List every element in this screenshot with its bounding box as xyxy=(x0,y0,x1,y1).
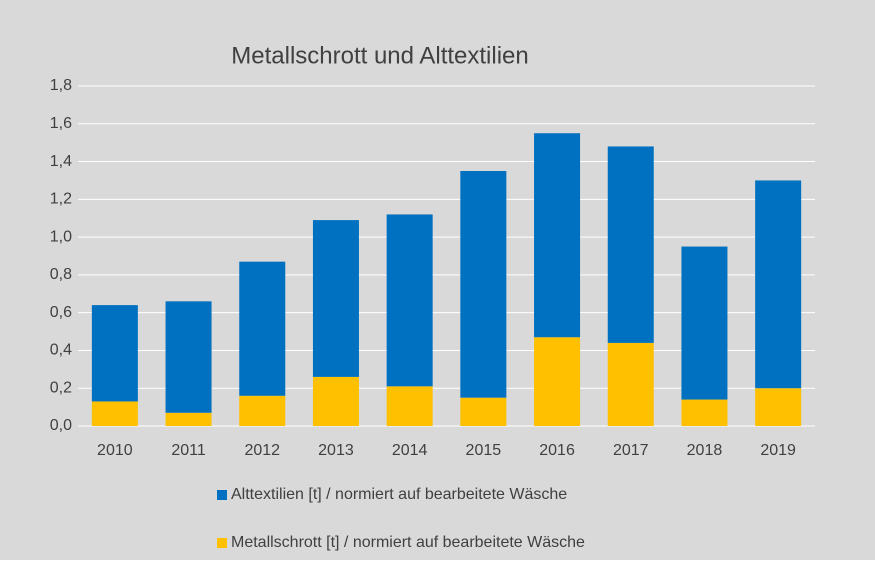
y-tick-label: 0,2 xyxy=(50,379,72,396)
bar-segment xyxy=(386,214,433,387)
x-tick-label: 2012 xyxy=(244,442,280,459)
bar-segment xyxy=(165,412,212,426)
bar-segment xyxy=(755,388,802,426)
legend-swatch xyxy=(217,538,227,548)
bar-segment xyxy=(312,376,359,426)
y-tick-label: 1,6 xyxy=(50,115,72,132)
bar-segment xyxy=(681,246,728,400)
bar-segment xyxy=(681,399,728,426)
bar-segment xyxy=(607,342,654,426)
x-tick-label: 2017 xyxy=(613,442,649,459)
y-tick-label: 1,2 xyxy=(50,191,72,208)
x-tick-label: 2018 xyxy=(687,442,723,459)
x-tick-label: 2019 xyxy=(760,442,796,459)
bar-segment xyxy=(165,301,212,413)
bar-segment xyxy=(239,261,286,396)
chart-title: Metallschrott und Alttextilien xyxy=(231,42,528,69)
legend-label: Alttextilien [t] / normiert auf bearbeit… xyxy=(231,486,567,503)
y-tick-label: 1,4 xyxy=(50,153,72,170)
y-tick-label: 0,6 xyxy=(50,304,72,321)
legend-label: Metallschrott [t] / normiert auf bearbei… xyxy=(231,534,585,551)
x-tick-label: 2010 xyxy=(97,442,133,459)
legend-swatch xyxy=(217,490,227,500)
x-tick-label: 2014 xyxy=(392,442,428,459)
bar-segment xyxy=(607,146,654,343)
x-tick-label: 2013 xyxy=(318,442,354,459)
x-tick-label: 2015 xyxy=(466,442,502,459)
bar-segment xyxy=(91,305,138,402)
bar-segment xyxy=(534,337,581,426)
x-tick-label: 2011 xyxy=(171,442,206,459)
bar-segment xyxy=(534,133,581,338)
y-tick-label: 1,8 xyxy=(50,77,72,94)
y-tick-label: 0,8 xyxy=(50,266,72,283)
bar-segment xyxy=(91,401,138,426)
bar-segment xyxy=(460,397,507,426)
x-tick-label: 2016 xyxy=(539,442,575,459)
bar-segment xyxy=(239,395,286,426)
bar-segment xyxy=(386,386,433,426)
bar-segment xyxy=(460,171,507,398)
bar-segment xyxy=(312,220,359,377)
y-tick-label: 0,0 xyxy=(50,417,72,434)
bar-segment xyxy=(755,180,802,389)
y-tick-label: 0,4 xyxy=(50,342,72,359)
y-tick-label: 1,0 xyxy=(50,228,72,245)
